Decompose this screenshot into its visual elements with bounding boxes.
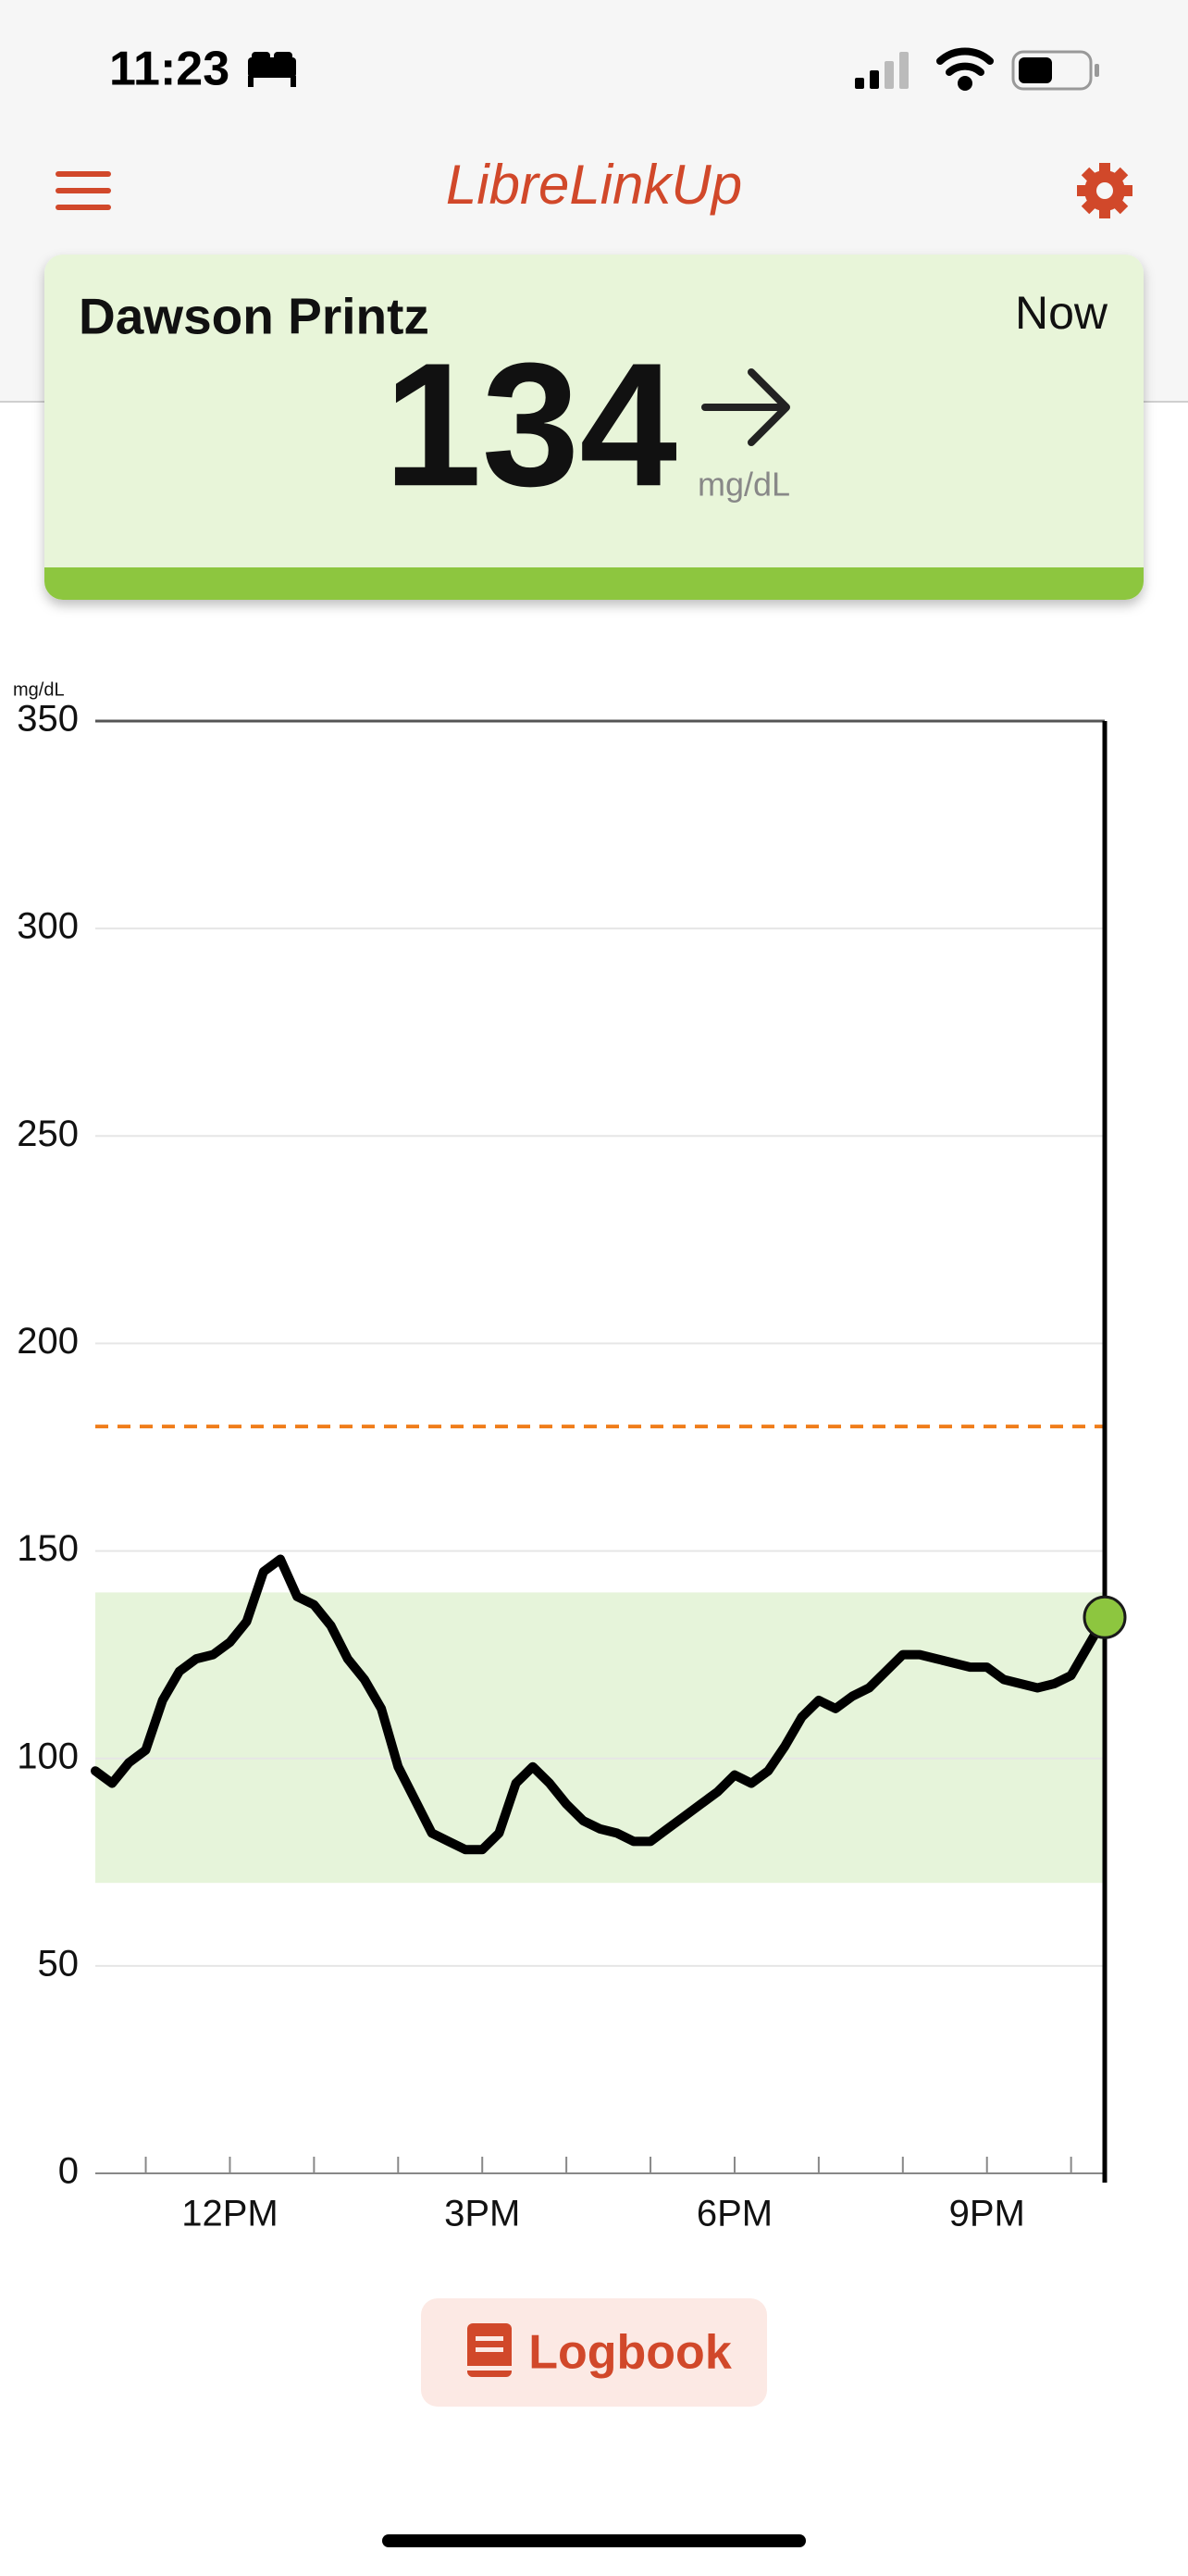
home-indicator — [382, 2534, 806, 2547]
y-tick-label: 350 — [17, 699, 79, 740]
bed-icon — [248, 52, 296, 87]
x-tick-label: 12PM — [181, 2194, 278, 2234]
book-icon — [467, 2323, 512, 2377]
glucose-line — [91, 1554, 1109, 1855]
current-reading — [1083, 1595, 1127, 1639]
y-tick-label: 250 — [17, 1114, 79, 1154]
x-tick-label: 9PM — [949, 2194, 1025, 2234]
glucose-card[interactable]: Dawson Printz Now 134 mg/dL — [44, 255, 1144, 600]
y-tick-label: 50 — [38, 1943, 80, 1984]
logbook-button[interactable]: Logbook — [421, 2298, 767, 2407]
reading-time: Now — [1015, 287, 1108, 339]
signal-icon — [855, 52, 909, 89]
y-tick-label: 300 — [17, 906, 79, 947]
patient-name: Dawson Printz — [79, 288, 429, 345]
card-bg — [44, 255, 1144, 600]
card-status-bar — [44, 567, 1144, 600]
logbook-label: Logbook — [528, 2326, 732, 2380]
x-tick-label: 6PM — [697, 2194, 773, 2234]
battery-icon — [1011, 50, 1099, 91]
x-tick-label: 3PM — [444, 2194, 520, 2234]
y-tick-label: 150 — [17, 1528, 79, 1569]
target-range — [95, 1592, 1105, 1884]
y-tick-label: 200 — [17, 1321, 79, 1362]
y-axis-label: mg/dL — [13, 679, 65, 700]
chart: mg/dL 0 50 100 150 200 250 300 350 12PM 3PM 6PM 9PM — [13, 679, 1127, 2234]
settings-button[interactable] — [1077, 163, 1132, 218]
status-time: 11:23 — [109, 43, 229, 96]
glucose-value: 134 — [384, 327, 677, 523]
wifi-icon — [936, 47, 994, 91]
menu-button[interactable] — [56, 171, 111, 210]
trend-arrow — [701, 368, 790, 446]
y-tick-label: 0 — [58, 2151, 79, 2192]
app-title: LibreLinkUp — [446, 154, 742, 216]
y-tick-label: 100 — [17, 1736, 79, 1776]
glucose-unit: mg/dL — [698, 466, 790, 504]
